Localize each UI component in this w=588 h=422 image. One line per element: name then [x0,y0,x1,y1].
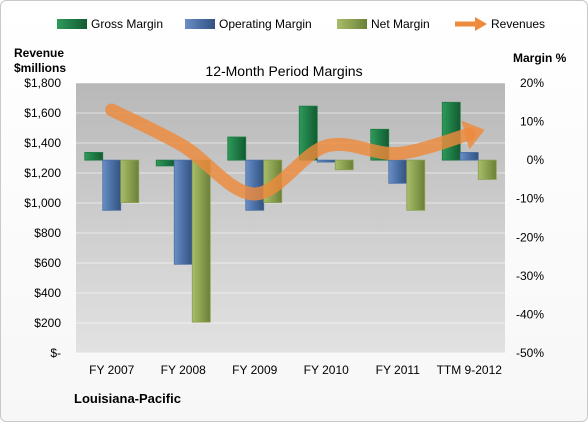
legend-label-operating: Operating Margin [219,17,312,31]
operating-margin-bar [388,159,408,184]
x-axis-ticks: FY 2007 FY 2008 FY 2009 FY 2010 FY 2011 TTM 9… [89,363,502,377]
right-tick-label: -40% [516,307,544,321]
legend-swatch-gross [57,19,87,29]
operating-margin-bar [316,159,336,163]
right-tick-label: 0% [527,153,545,167]
right-tick-label: -30% [516,269,544,283]
right-tick-label: -20% [516,230,544,244]
left-tick-label: $200 [34,316,61,330]
operating-margin-bar [245,159,265,211]
gross-margin-bar [227,136,247,161]
left-tick-label: $1,400 [24,136,61,150]
left-axis-label-line1: Revenue [14,46,64,60]
x-tick-label: FY 2008 [161,363,206,377]
left-tick-label: $1,000 [24,196,61,210]
net-margin-bar [334,159,354,171]
operating-margin-bar [173,159,193,265]
left-axis-label-line2: $millions [14,61,66,75]
legend-label-gross: Gross Margin [91,17,163,31]
left-tick-label: $- [50,346,61,360]
net-margin-bar [477,159,497,180]
x-tick-label: FY 2007 [89,363,134,377]
left-tick-label: $1,800 [24,76,61,90]
x-tick-label: TTM 9-2012 [437,363,503,377]
right-axis-ticks: 20% 10% 0% -10% -20% -30% -40% -50% [516,76,544,360]
company-name: Louisiana-Pacific [74,391,181,406]
left-tick-label: $1,600 [24,106,61,120]
left-tick-label: $1,200 [24,166,61,180]
revenues-line [105,103,476,201]
gross-margin-bar [155,159,175,167]
legend-swatch-operating [185,19,215,29]
legend-swatch-revenues [455,17,487,31]
right-tick-label: -10% [516,192,544,206]
legend-label-net: Net Margin [371,17,430,31]
operating-margin-bar [459,152,479,161]
revenues-arrowhead [461,120,485,150]
chart-title: 12-Month Period Margins [205,63,362,79]
net-margin-bar [191,159,211,323]
x-tick-label: FY 2009 [232,363,277,377]
x-tick-label: FY 2011 [376,363,421,377]
right-tick-label: 20% [520,76,544,90]
left-axis-ticks: $- $200 $400 $600 $800 $1,000 $1,200 $1,400 $1,6… [24,76,61,360]
left-tick-label: $600 [34,256,61,270]
x-tick-label: FY 2010 [304,363,349,377]
net-margin-bar [120,159,140,203]
revenue-series [105,103,485,201]
right-tick-label: -50% [516,346,544,360]
right-tick-label: 10% [520,115,544,129]
gridlines [76,82,505,354]
net-margin-bar [406,159,426,211]
operating-margin-bar [102,159,122,211]
left-tick-label: $800 [34,226,61,240]
legend-label-revenues: Revenues [491,17,545,31]
legend: Gross Margin Operating Margin Net Margin… [57,17,545,31]
gross-margin-bar [84,152,104,161]
right-axis-label: Margin % [513,51,567,65]
legend-swatch-net [337,19,367,29]
left-tick-label: $400 [34,286,61,300]
